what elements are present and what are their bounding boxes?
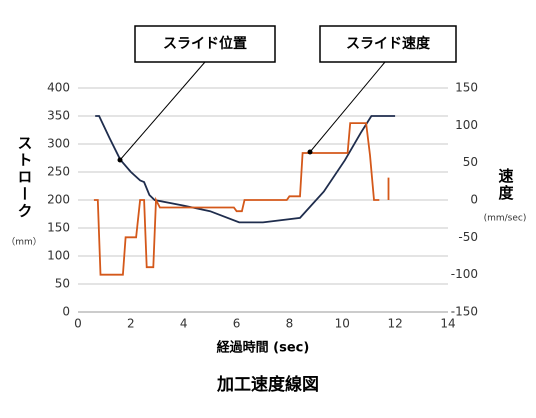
- y-tick-label: 100: [47, 249, 70, 263]
- x-axis-label: 経過時間 (sec): [217, 340, 310, 356]
- callout-box: [319, 25, 457, 63]
- y2-tick-label: 150: [455, 81, 478, 95]
- x-tick-label: 8: [286, 317, 294, 331]
- x-tick-label: 2: [127, 317, 135, 331]
- y2-axis-unit: (mm/sec): [484, 214, 527, 224]
- y-tick-label: 50: [55, 277, 70, 291]
- chart-title: 加工速度線図: [216, 374, 319, 395]
- x-tick-label: 10: [335, 317, 350, 331]
- callout-text: スライド位置: [163, 35, 247, 52]
- callout-dot: [117, 157, 123, 163]
- y-axis-unit: （mm）: [6, 237, 42, 248]
- x-tick-label: 6: [233, 317, 241, 331]
- y-axis-label: ストローク: [16, 135, 34, 220]
- y2-tick-label: 100: [455, 118, 478, 132]
- series-line: [93, 122, 390, 276]
- callout-line: [309, 61, 386, 153]
- y2-tick-label: -150: [451, 305, 478, 319]
- y2-tick-label: 50: [463, 155, 478, 169]
- y-tick-label: 300: [47, 137, 70, 151]
- x-tick-label: 12: [388, 317, 403, 331]
- y2-axis-label: 速度: [497, 167, 515, 202]
- y2-tick-label: -50: [458, 230, 478, 244]
- callout-text: スライド速度: [346, 35, 431, 52]
- x-tick-label: 14: [440, 317, 455, 331]
- x-tick-label: 4: [180, 317, 188, 331]
- y2-tick-label: 0: [470, 193, 478, 207]
- y-tick-label: 400: [47, 81, 70, 95]
- y2-tick-label: -100: [451, 267, 478, 281]
- x-tick-label: 0: [74, 317, 82, 331]
- y-tick-label: 0: [62, 305, 70, 319]
- callout-box: [134, 25, 276, 63]
- y-tick-label: 150: [47, 221, 70, 235]
- y-tick-label: 200: [47, 193, 70, 207]
- callout-dot: [307, 149, 313, 155]
- callout-line: [119, 61, 206, 161]
- y-tick-label: 250: [47, 165, 70, 179]
- y-tick-label: 350: [47, 109, 70, 123]
